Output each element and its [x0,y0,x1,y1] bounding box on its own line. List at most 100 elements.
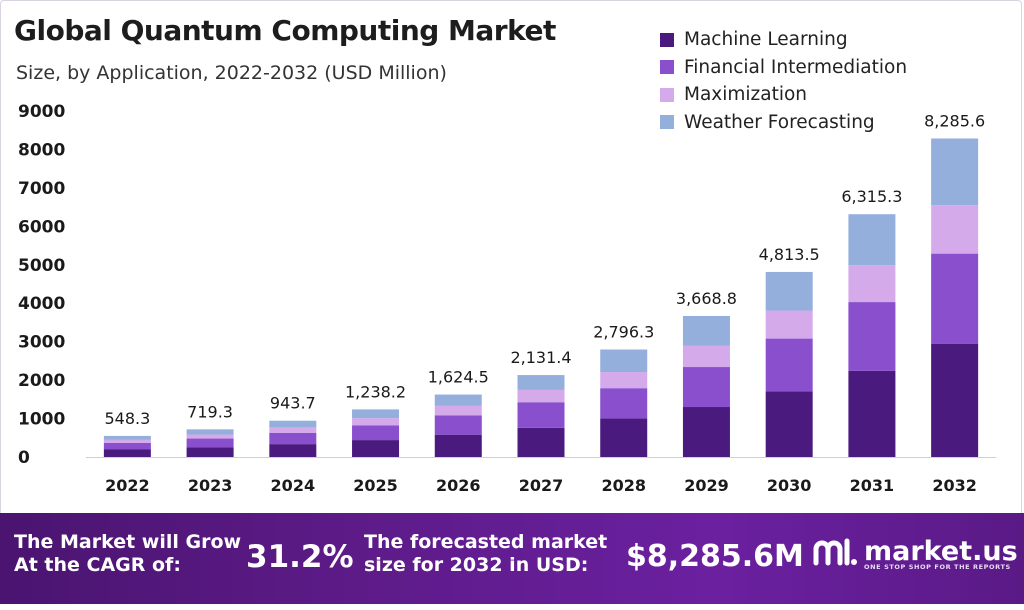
chart-subtitle: Size, by Application, 2022-2032 (USD Mil… [16,62,447,84]
bar-segment [848,214,896,266]
bar-segment [765,391,813,457]
bar-segment [765,271,813,311]
bar-segment [682,315,730,346]
bar-total-label: 719.3 [187,402,233,421]
legend-swatch [660,60,674,75]
x-tick-label: 2031 [850,476,895,495]
legend-item: Machine Learning [660,26,907,54]
brand: market.us [812,533,1018,571]
bar-segment [765,338,813,392]
x-tick-label: 2029 [684,476,729,495]
bar-segment [931,205,979,254]
footer-banner: The Market will Grow At the CAGR of: 31.… [0,513,1024,604]
bar-segment [600,388,648,419]
stacked-bar-chart: 0 1000 2000 3000 4000 5000 6000 7000 8000 9000 548… [18,102,996,495]
bar-segment [269,420,317,428]
y-tick-label: 1000 [18,410,65,430]
cagr-label-line2: At the CAGR of: [14,554,181,576]
bar-total-label: 6,315.3 [841,187,902,206]
bar-segment [517,427,565,457]
legend-swatch [660,87,674,102]
bar-segment [103,439,151,443]
forecast-label-line1: The forecasted market [364,531,608,553]
y-tick-label: 6000 [18,217,65,237]
bar-segment [682,367,730,408]
bar-total-label: 548.3 [104,409,150,428]
bar-total-label: 4,813.5 [759,245,820,264]
x-tick-label: 2022 [105,476,150,495]
bar-segment [517,402,565,428]
legend-item: Maximization [660,81,907,109]
bar-segment [434,434,482,457]
y-tick-label: 8000 [18,140,65,160]
cagr-value: 31.2% [246,539,354,575]
bar-segment [600,349,648,373]
bar-segment [103,435,151,440]
y-tick-label: 3000 [18,333,65,353]
y-tick-label: 7000 [18,179,65,199]
y-tick-label: 5000 [18,256,65,276]
brand-name: market.us [864,536,1018,567]
bar-segment [186,434,234,439]
bar-total-label: 943.7 [270,394,316,413]
bar-segment [352,418,400,426]
bar-segment [352,409,400,419]
bar-total-label: 1,624.5 [428,368,489,387]
bar-segment [186,447,234,457]
y-tick-label: 9000 [18,102,65,122]
bar-segment [517,375,565,390]
bar-segment [931,138,979,206]
bar-segment [269,432,317,445]
cagr-label: The Market will Grow At the CAGR of: [14,531,241,577]
chart-title: Global Quantum Computing Market [14,14,556,47]
bar-segment [517,389,565,403]
forecast-value: $8,285.6M [626,539,804,574]
x-tick-label: 2027 [519,476,564,495]
bar-segment [434,394,482,406]
market-us-logo-icon [813,538,857,566]
bar-total-label: 2,131.4 [510,348,571,367]
legend-swatch [660,32,674,47]
y-tick-label: 0 [18,448,30,468]
bar-total-label: 1,238.2 [345,382,406,401]
bar-segment [434,415,482,435]
bar-segment [931,343,979,457]
x-tick-label: 2023 [188,476,233,495]
forecast-label: The forecasted market size for 2032 in U… [364,531,607,577]
bar-segment [103,449,151,457]
bar-segment [600,418,648,457]
x-tick-label: 2024 [271,476,316,495]
x-tick-label: 2030 [767,476,812,495]
brand-tagline: ONE STOP SHOP FOR THE REPORTS [864,563,1011,571]
chart-legend: Machine Learning Financial Intermediation… [660,26,907,136]
bar-segment [600,372,648,389]
legend-item: Weather Forecasting [660,109,907,137]
legend-label: Machine Learning [684,29,848,51]
cagr-label-line1: The Market will Grow [14,531,242,553]
y-tick-label: 2000 [18,371,65,391]
bar-segment [848,370,896,457]
bar-segment [765,310,813,339]
forecast-label-line2: size for 2032 in USD: [364,554,589,576]
bar-total-label: 3,668.8 [676,289,737,308]
bar-segment [186,438,234,448]
legend-item: Financial Intermediation [660,54,907,82]
bar-total-label: 2,796.3 [593,322,654,341]
x-tick-label: 2028 [601,476,646,495]
bar-segment [352,440,400,457]
y-tick-label: 4000 [18,294,65,314]
bar-total-label: 8,285.6 [924,111,985,130]
legend-swatch [660,115,674,130]
bar-segment [434,405,482,416]
legend-label: Weather Forecasting [684,111,875,133]
bar-segment [848,302,896,371]
bar-segment [269,427,317,433]
bar-segment [931,253,979,344]
bar-segment [269,444,317,457]
bar-segment [848,265,896,303]
legend-label: Financial Intermediation [684,56,908,78]
bar-segment [682,345,730,368]
x-tick-label: 2026 [436,476,481,495]
x-tick-label: 2032 [932,476,977,495]
bar-segment [682,407,730,457]
